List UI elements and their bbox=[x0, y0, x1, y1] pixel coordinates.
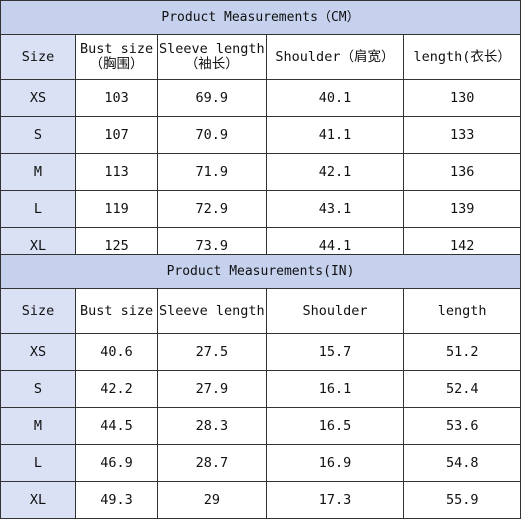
in-header-cell: Size bbox=[0, 288, 76, 334]
in-measurements-table: Product Measurements(IN) Size Bust size Sl… bbox=[0, 254, 521, 519]
cm-value-cell: 136 bbox=[403, 153, 521, 191]
cm-header-text: （胸围） bbox=[89, 56, 144, 72]
in-value-cell: 27.5 bbox=[157, 333, 267, 371]
in-size-cell: S bbox=[0, 370, 76, 408]
in-value-cell: 52.4 bbox=[403, 370, 521, 408]
in-header-cell: Shoulder bbox=[265, 288, 405, 334]
in-value-cell: 40.6 bbox=[74, 333, 159, 371]
in-header-text: Bust size bbox=[79, 302, 154, 319]
cm-value-cell: 113 bbox=[74, 153, 159, 191]
in-value-cell: 28.7 bbox=[157, 444, 267, 482]
cm-value-cell: 43.1 bbox=[265, 190, 405, 228]
cm-size-cell: M bbox=[0, 153, 76, 191]
in-table-row: L 46.9 28.7 16.9 54.8 bbox=[0, 444, 521, 482]
in-table-row: S 42.2 27.9 16.1 52.4 bbox=[0, 370, 521, 408]
in-value-cell: 51.2 bbox=[403, 333, 521, 371]
cm-header-text: Bust size bbox=[79, 41, 154, 57]
in-table-title: Product Measurements(IN) bbox=[0, 254, 521, 289]
in-header-cell: Bust size bbox=[74, 288, 159, 334]
in-value-cell: 16.1 bbox=[265, 370, 405, 408]
in-value-cell: 46.9 bbox=[74, 444, 159, 482]
cm-table-title: Product Measurements（CM） bbox=[0, 0, 521, 35]
cm-size-cell: XS bbox=[0, 79, 76, 117]
cm-value-cell: 107 bbox=[74, 116, 159, 154]
cm-size-cell: L bbox=[0, 190, 76, 228]
in-value-cell: 16.9 bbox=[265, 444, 405, 482]
cm-value-cell: 41.1 bbox=[265, 116, 405, 154]
cm-value-cell: 72.9 bbox=[157, 190, 267, 228]
cm-table-row: S 107 70.9 41.1 133 bbox=[0, 116, 521, 154]
cm-value-cell: 139 bbox=[403, 190, 521, 228]
cm-measurements-table: Product Measurements（CM） Size Bust size （胸… bbox=[0, 0, 521, 265]
cm-value-cell: 42.1 bbox=[265, 153, 405, 191]
cm-header-cell: Bust size （胸围） bbox=[74, 34, 159, 80]
cm-size-cell: S bbox=[0, 116, 76, 154]
in-header-row: Size Bust size Sleeve length Shoulder length bbox=[0, 288, 521, 334]
in-size-cell: M bbox=[0, 407, 76, 445]
cm-value-cell: 69.9 bbox=[157, 79, 267, 117]
cm-value-cell: 71.9 bbox=[157, 153, 267, 191]
in-header-cell: Sleeve length bbox=[157, 288, 267, 334]
in-header-text: length bbox=[437, 302, 487, 319]
cm-header-text: Shoulder（肩宽） bbox=[275, 48, 395, 65]
in-value-cell: 42.2 bbox=[74, 370, 159, 408]
cm-value-cell: 40.1 bbox=[265, 79, 405, 117]
cm-header-cell: Sleeve length （袖长） bbox=[157, 34, 267, 80]
in-value-cell: 27.9 bbox=[157, 370, 267, 408]
in-table-row: M 44.5 28.3 16.5 53.6 bbox=[0, 407, 521, 445]
in-header-text: Sleeve length bbox=[158, 302, 265, 319]
in-value-cell: 44.5 bbox=[74, 407, 159, 445]
cm-value-cell: 70.9 bbox=[157, 116, 267, 154]
in-table-row: XL 49.3 29 17.3 55.9 bbox=[0, 481, 521, 519]
in-size-cell: L bbox=[0, 444, 76, 482]
cm-table-row: M 113 71.9 42.1 136 bbox=[0, 153, 521, 191]
cm-table-row: XS 103 69.9 40.1 130 bbox=[0, 79, 521, 117]
in-value-cell: 54.8 bbox=[403, 444, 521, 482]
cm-value-cell: 133 bbox=[403, 116, 521, 154]
cm-header-cell: length(衣长） bbox=[403, 34, 521, 80]
cm-header-cell: Shoulder（肩宽） bbox=[265, 34, 405, 80]
cm-header-text: length(衣长） bbox=[413, 48, 511, 65]
cm-header-row: Size Bust size （胸围） Sleeve length （袖长） Should… bbox=[0, 34, 521, 80]
in-value-cell: 49.3 bbox=[74, 481, 159, 519]
cm-table-row: L 119 72.9 43.1 139 bbox=[0, 190, 521, 228]
in-header-cell: length bbox=[403, 288, 521, 334]
cm-header-text: Size bbox=[21, 48, 55, 65]
in-value-cell: 29 bbox=[157, 481, 267, 519]
in-value-cell: 55.9 bbox=[403, 481, 521, 519]
cm-value-cell: 130 bbox=[403, 79, 521, 117]
in-header-text: Shoulder bbox=[302, 302, 368, 319]
in-value-cell: 16.5 bbox=[265, 407, 405, 445]
cm-header-text: Sleeve length bbox=[158, 41, 265, 57]
cm-value-cell: 103 bbox=[74, 79, 159, 117]
in-value-cell: 17.3 bbox=[265, 481, 405, 519]
in-value-cell: 15.7 bbox=[265, 333, 405, 371]
cm-header-text: （袖长） bbox=[184, 56, 239, 72]
in-value-cell: 28.3 bbox=[157, 407, 267, 445]
cm-header-cell: Size bbox=[0, 34, 76, 80]
in-value-cell: 53.6 bbox=[403, 407, 521, 445]
in-size-cell: XS bbox=[0, 333, 76, 371]
cm-value-cell: 119 bbox=[74, 190, 159, 228]
in-header-text: Size bbox=[21, 302, 55, 319]
in-table-row: XS 40.6 27.5 15.7 51.2 bbox=[0, 333, 521, 371]
in-size-cell: XL bbox=[0, 481, 76, 519]
